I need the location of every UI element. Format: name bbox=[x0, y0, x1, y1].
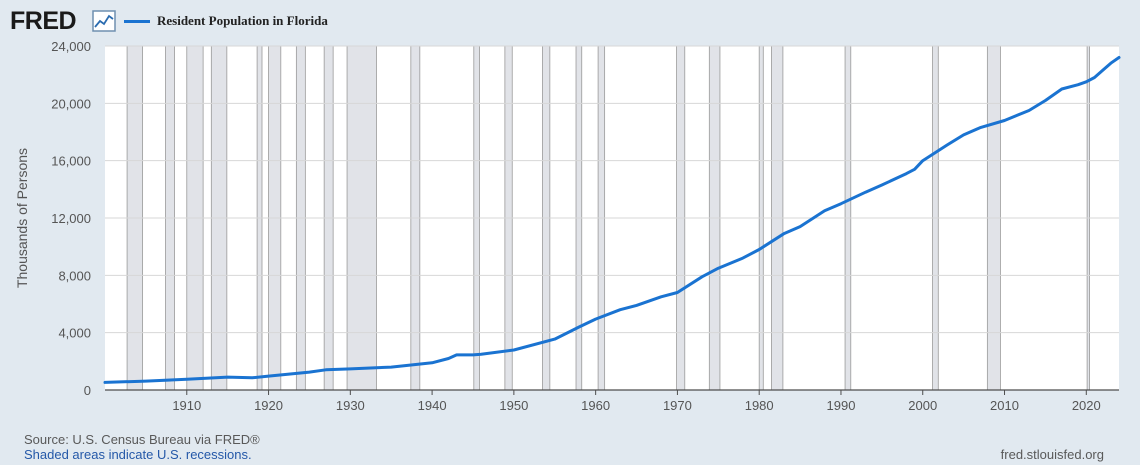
x-tick-label: 2010 bbox=[990, 398, 1019, 413]
y-tick-label: 24,000 bbox=[51, 39, 91, 54]
legend-label: Resident Population in Florida bbox=[157, 13, 328, 28]
x-tick-label: 1920 bbox=[254, 398, 283, 413]
x-tick-label: 1990 bbox=[827, 398, 856, 413]
gridlines bbox=[105, 45, 1119, 391]
y-tick-label: 20,000 bbox=[51, 96, 91, 111]
legend-swatch bbox=[124, 19, 150, 23]
x-tick-label: 1930 bbox=[336, 398, 365, 413]
fred-url-link[interactable]: fred.stlouisfed.org bbox=[1000, 447, 1104, 462]
y-tick-label: 12,000 bbox=[51, 211, 91, 226]
y-tick-label: 16,000 bbox=[51, 154, 91, 169]
x-tick-label: 1960 bbox=[581, 398, 610, 413]
legend: Resident Population in Florida bbox=[124, 13, 328, 29]
x-tick-label: 1950 bbox=[499, 398, 528, 413]
x-tick-label: 1980 bbox=[745, 398, 774, 413]
y-tick-label: 4,000 bbox=[58, 326, 91, 341]
x-tick-label: 1970 bbox=[663, 398, 692, 413]
y-axis-ticks: 0 4,000 8,000 12,000 16,000 20,000 24,000 bbox=[51, 39, 91, 398]
y-tick-label: 0 bbox=[84, 383, 91, 398]
y-axis-label: Thousands of Persons bbox=[14, 148, 30, 288]
fred-logo[interactable]: FRED bbox=[10, 7, 77, 35]
source-note: Source: U.S. Census Bureau via FRED® bbox=[24, 432, 260, 447]
x-tick-label: 2000 bbox=[908, 398, 937, 413]
x-tick-label: 2020 bbox=[1072, 398, 1101, 413]
series-layer bbox=[103, 56, 1121, 384]
y-tick-label: 8,000 bbox=[58, 268, 91, 283]
chart-line-icon bbox=[92, 10, 116, 32]
recession-note[interactable]: Shaded areas indicate U.S. recessions. bbox=[24, 447, 252, 462]
x-axis-ticks: 1910 1920 1930 1940 1950 1960 1970 1980 1990 2000… bbox=[172, 390, 1101, 413]
series-line bbox=[103, 56, 1121, 384]
x-tick-label: 1940 bbox=[418, 398, 447, 413]
x-tick-label: 1910 bbox=[172, 398, 201, 413]
